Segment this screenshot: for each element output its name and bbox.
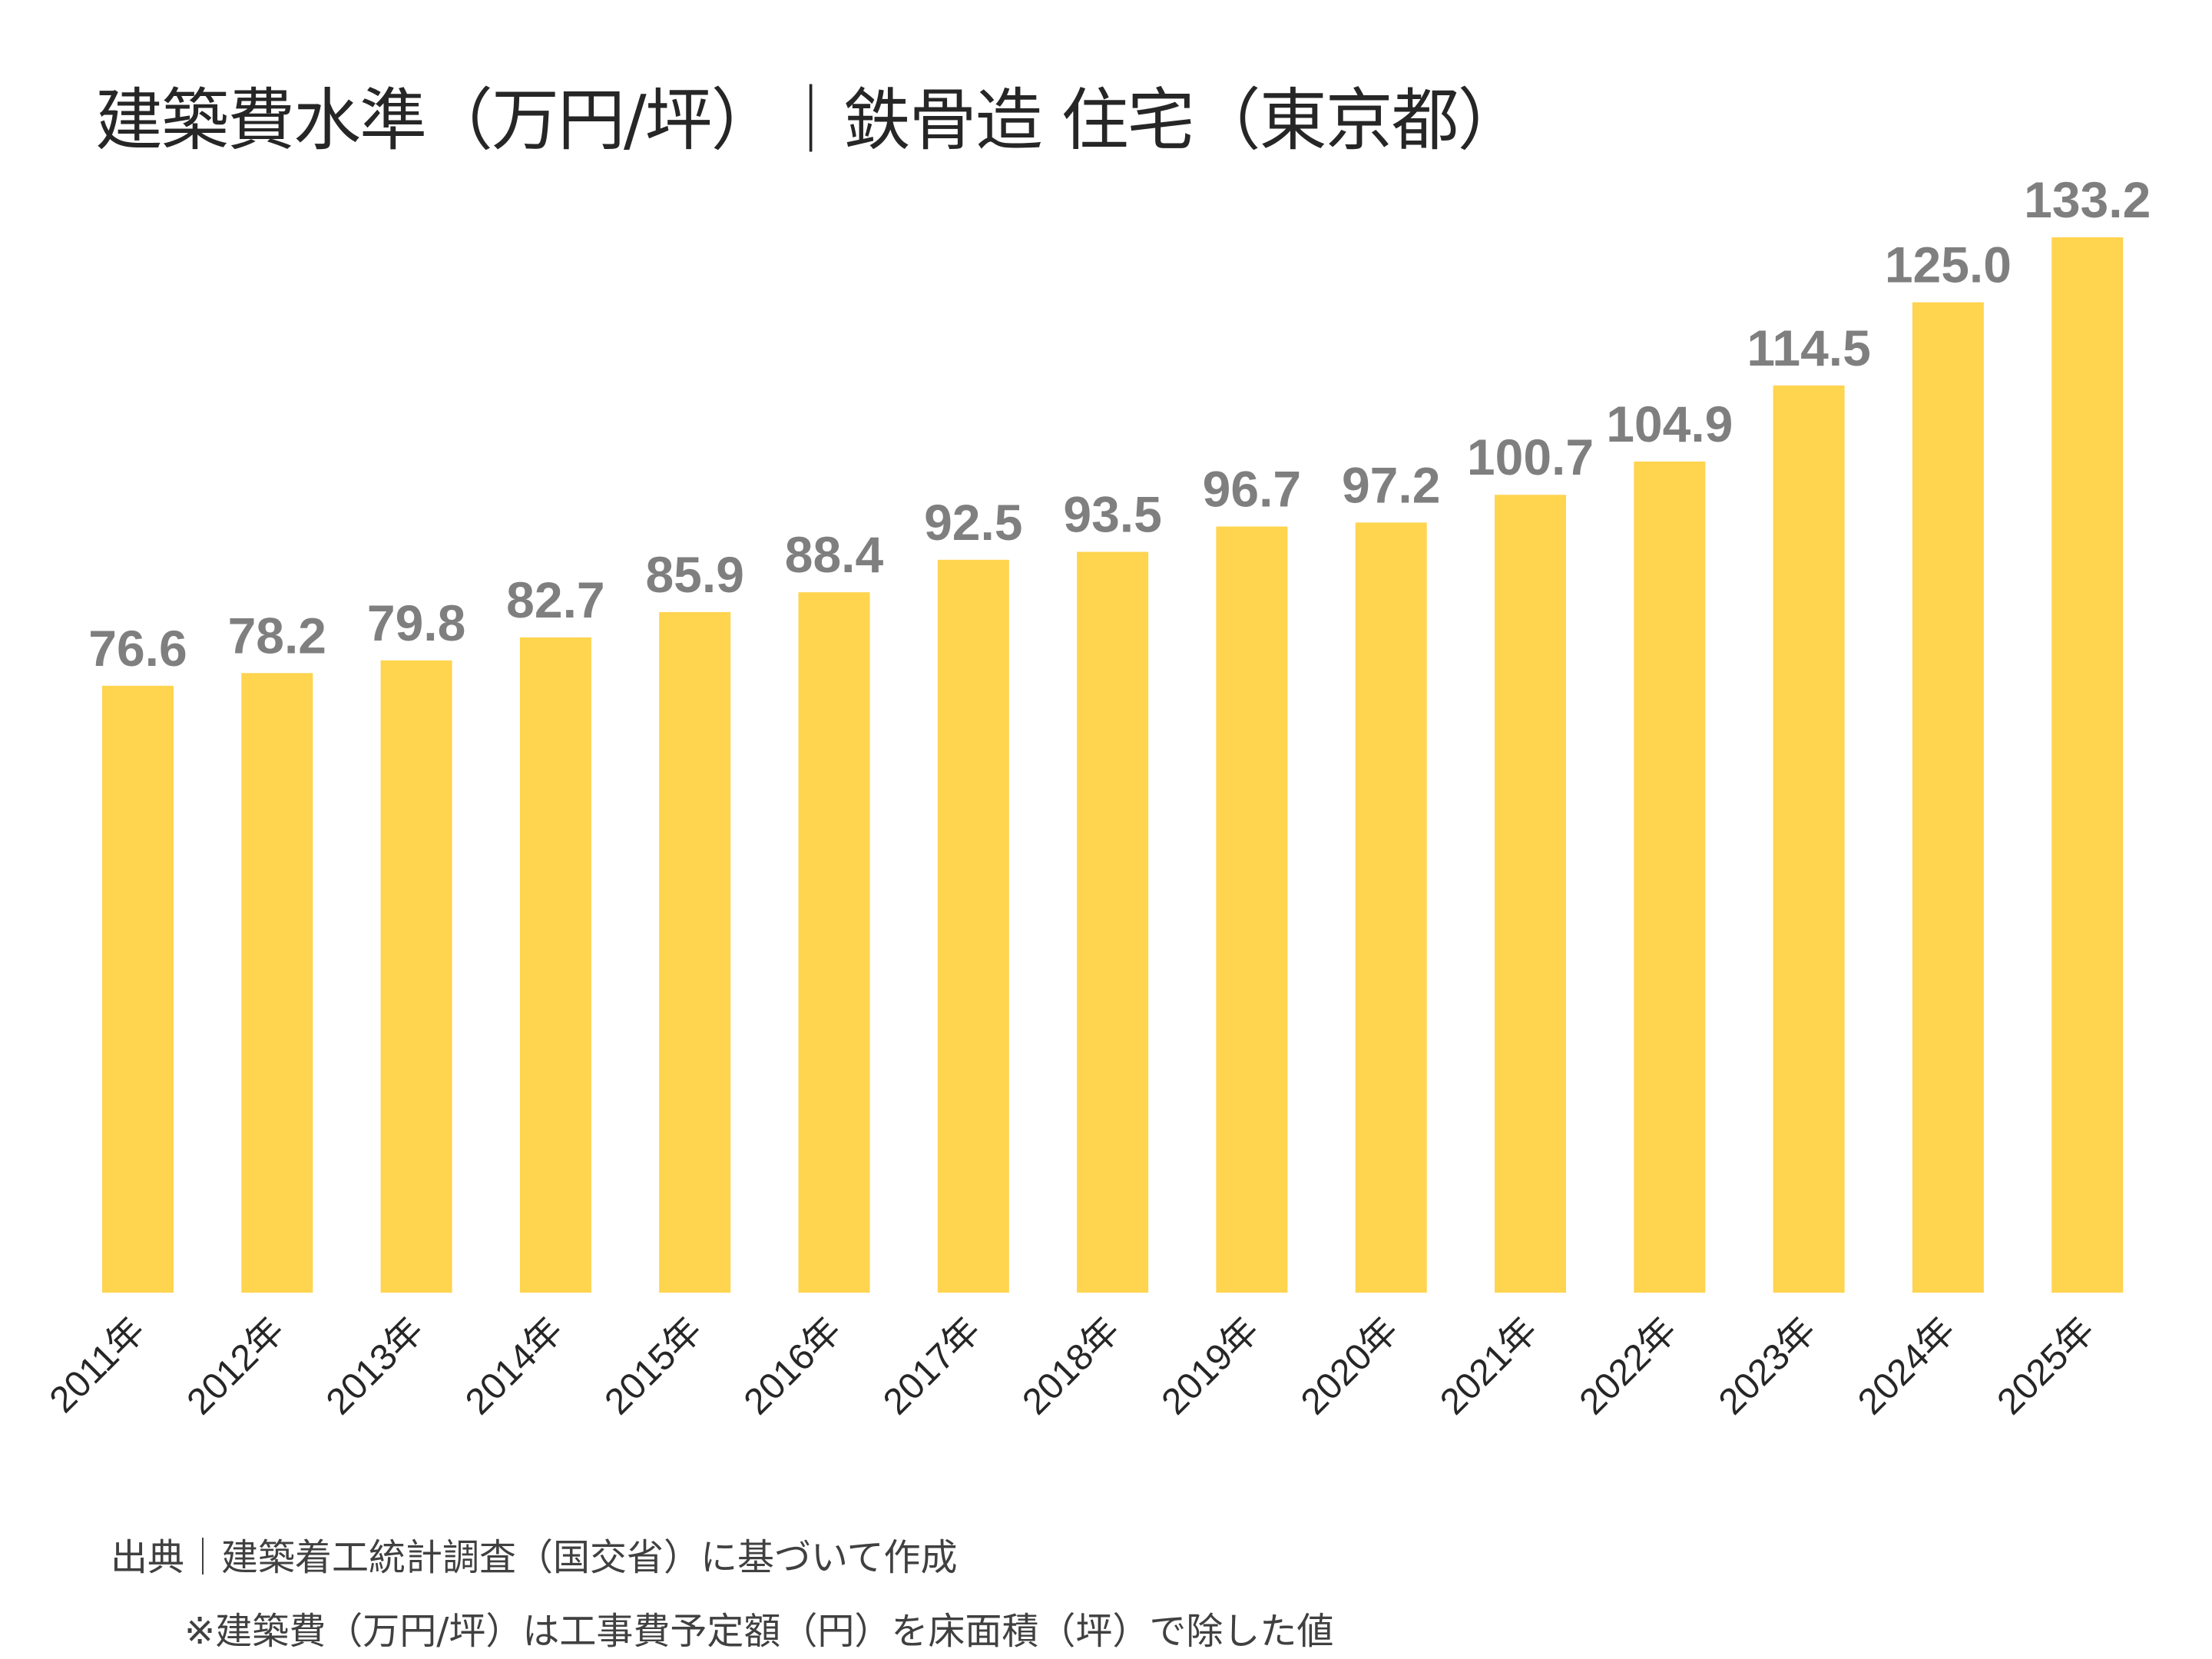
data-label: 100.7 [1467, 429, 1594, 485]
x-tick-label: 2020年 [1293, 1310, 1406, 1422]
x-tick-label: 2012年 [180, 1310, 293, 1422]
bar-2015年 [659, 611, 731, 1293]
bar-2011年 [102, 685, 174, 1293]
data-label: 104.9 [1606, 396, 1733, 452]
data-label: 88.4 [785, 526, 884, 583]
x-tick-label: 2022年 [1572, 1310, 1685, 1422]
data-label: 96.7 [1203, 461, 1301, 518]
data-label: 82.7 [506, 571, 604, 628]
data-label: 79.8 [367, 594, 465, 651]
x-tick-label: 2015年 [598, 1310, 710, 1422]
bar-2017年 [937, 559, 1009, 1293]
data-label: 92.5 [924, 494, 1022, 551]
data-label: 85.9 [645, 546, 743, 603]
bar-2018年 [1077, 551, 1149, 1293]
x-tick-label: 2023年 [1711, 1310, 1824, 1422]
x-tick-label: 2013年 [319, 1310, 432, 1422]
data-label: 93.5 [1063, 486, 1161, 543]
data-label: 114.5 [1747, 320, 1871, 376]
x-tick-label: 2019年 [1154, 1310, 1267, 1422]
chart-title: 建築費水準（万円/坪）｜鉄骨造 住宅（東京都） [95, 81, 1525, 160]
x-tick-label: 2017年 [876, 1310, 988, 1422]
bar-2020年 [1355, 522, 1427, 1293]
bar-2016年 [798, 592, 870, 1293]
bar-2022年 [1634, 461, 1706, 1293]
bar-2013年 [380, 660, 452, 1293]
data-label: 76.6 [88, 620, 187, 677]
bar-2023年 [1773, 385, 1845, 1293]
x-tick-label: 2011年 [42, 1310, 153, 1420]
bar-2021年 [1495, 495, 1566, 1293]
data-label: 125.0 [1885, 237, 2012, 293]
x-tick-label: 2016年 [737, 1310, 849, 1422]
x-tick-label: 2024年 [1850, 1310, 1963, 1422]
bar-2024年 [1912, 302, 1984, 1293]
bar-2025年 [2051, 237, 2124, 1293]
bar-2014年 [519, 637, 591, 1293]
bar-2012年 [241, 673, 313, 1293]
data-label: 133.2 [2024, 171, 2151, 228]
bar-2019年 [1216, 526, 1288, 1293]
source-text: 出典｜建築着工統計調査（国交省）に基づいて作成 [111, 1536, 958, 1579]
x-tick-label: 2021年 [1432, 1310, 1545, 1422]
note-text: ※建築費（万円/坪）は工事費予定額（円）を床面積（坪）で除した値 [184, 1610, 1334, 1653]
x-tick-label: 2018年 [1015, 1310, 1128, 1422]
data-label: 78.2 [228, 607, 326, 664]
x-tick-label: 2014年 [458, 1310, 571, 1422]
data-label: 97.2 [1342, 456, 1440, 513]
x-tick-label: 2025年 [1990, 1310, 2103, 1422]
